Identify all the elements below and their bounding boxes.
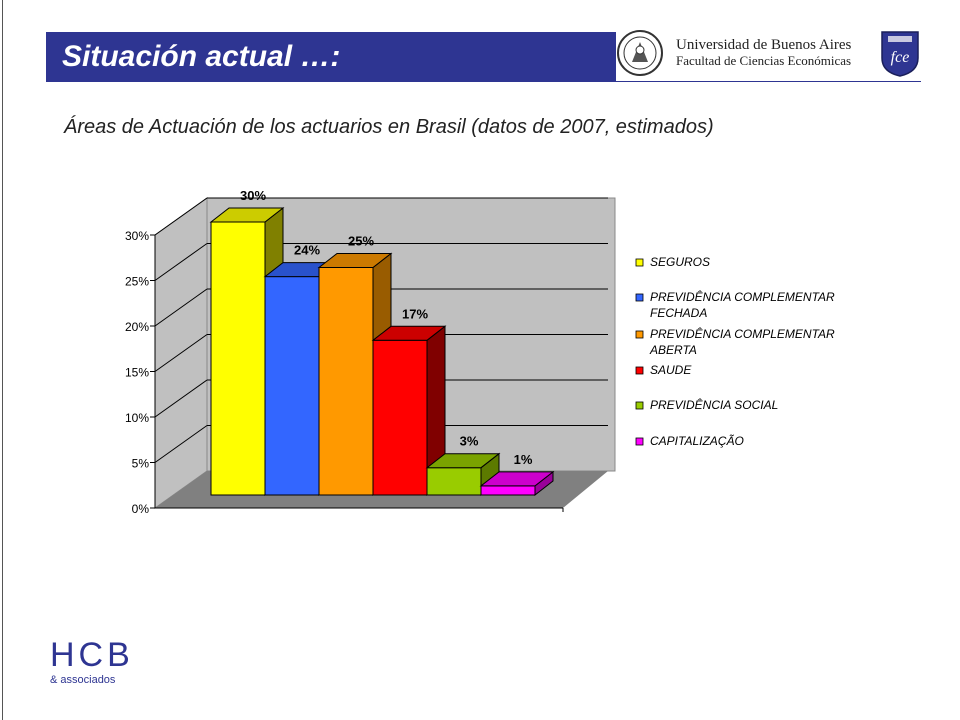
hcb-subtitle: & associados (50, 674, 116, 686)
bar-front (318, 267, 374, 496)
header-divider (616, 81, 921, 82)
legend-swatch (635, 293, 644, 302)
gridline-side (154, 288, 208, 327)
y-tick-label: 20% (125, 320, 149, 334)
bar-front (480, 485, 536, 496)
bar-data-label: 3% (460, 434, 479, 449)
faculty-name-line2: Facultad de Ciencias Económicas (676, 53, 852, 68)
legend-entry: ABERTA (649, 343, 697, 357)
fce-logo-text: fce (891, 49, 910, 66)
hcb-letters: HCB (50, 636, 134, 674)
page-title: Situación actual …: (62, 40, 341, 73)
legend-entry: SAUDE (650, 363, 692, 377)
y-tick-label: 25% (125, 275, 149, 289)
gridline-side (154, 243, 208, 281)
y-tick-label: 0% (132, 502, 150, 516)
bar-front (372, 339, 428, 496)
bar-front (426, 467, 482, 496)
university-name-line1: Universidad de Buenos Aires (676, 37, 852, 53)
legend-entry: FECHADA (650, 306, 707, 320)
bar-data-label: 17% (402, 306, 428, 321)
y-tick-label: 15% (125, 366, 149, 380)
bar-data-label: 24% (294, 243, 320, 258)
y-tick-label: 10% (125, 411, 149, 425)
gridline-side (154, 425, 208, 463)
left-border-line (2, 0, 3, 720)
legend-entry: PREVIDÊNCIA COMPLEMENTAR (650, 289, 835, 304)
legend-swatch (635, 401, 644, 410)
legend-entry: CAPITALIZAÇÃO (650, 434, 744, 448)
legend-swatch (635, 258, 644, 267)
y-tick-label: 5% (132, 457, 150, 471)
gridline-side (154, 197, 208, 236)
university-seal-icon (617, 30, 663, 76)
bar-front (264, 276, 320, 496)
fce-shield-logo-icon: fce (881, 31, 919, 77)
title-bar: Situación actual …: (46, 32, 616, 82)
legend-swatch (635, 330, 644, 339)
bar-data-label: 25% (348, 234, 374, 249)
bar-top (371, 325, 447, 341)
bar-data-label: 1% (514, 452, 533, 467)
bar-top (317, 253, 393, 268)
bar-top (479, 471, 555, 487)
university-name: Universidad de Buenos Aires Facultad de … (676, 37, 852, 69)
gridline-side (154, 379, 208, 418)
y-tick-label: 30% (125, 229, 149, 243)
chart-subtitle: Áreas de Actuación de los actuarios en B… (64, 116, 714, 138)
legend-entry: SEGUROS (650, 255, 710, 269)
gridline-side (154, 334, 208, 372)
bar-top (209, 207, 285, 223)
legend-swatch (635, 366, 644, 375)
hcb-logo: HCB & associados (50, 638, 134, 686)
bar-data-label: 30% (240, 188, 266, 203)
bar-front (210, 221, 266, 496)
legend-entry: PREVIDÊNCIA COMPLEMENTAR (650, 326, 835, 341)
legend-swatch (635, 437, 644, 446)
legend-entry: PREVIDÊNCIA SOCIAL (650, 397, 778, 412)
bar-top (425, 453, 501, 469)
